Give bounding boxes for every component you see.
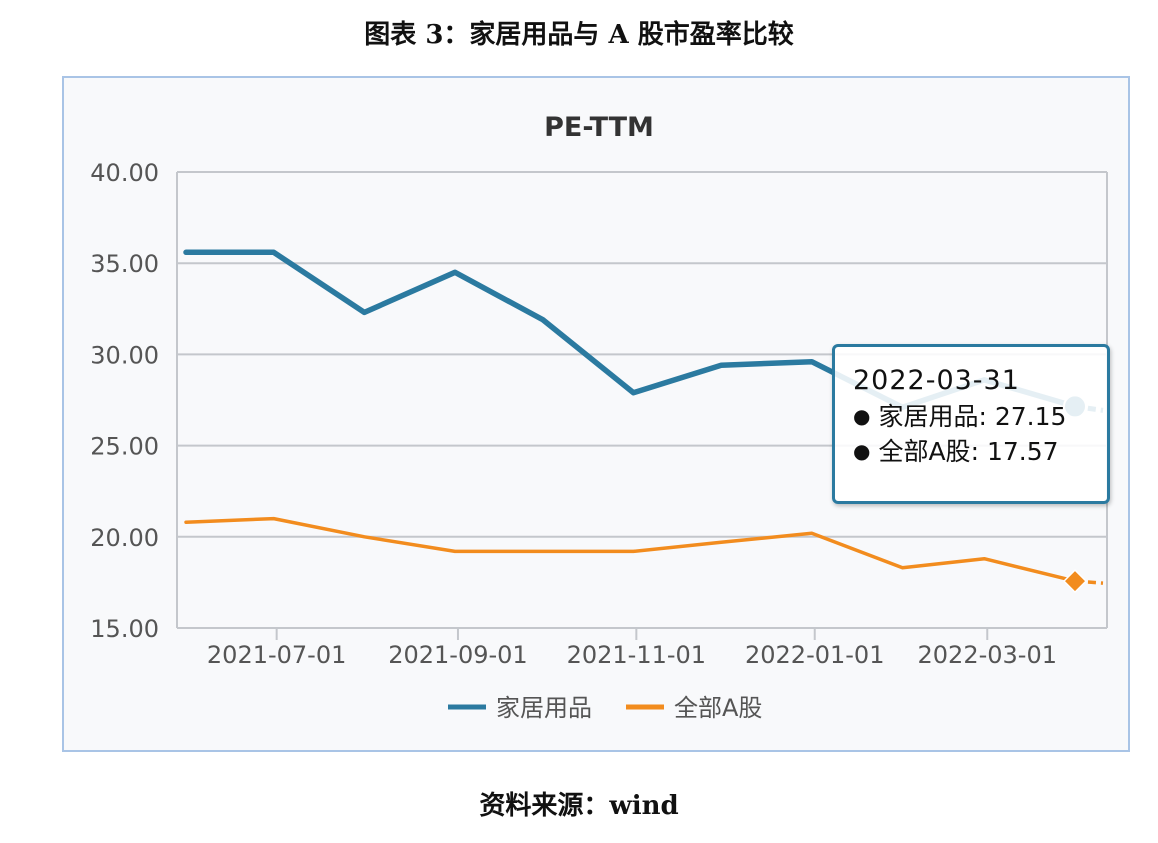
y-tick-label: 15.00 bbox=[90, 615, 159, 643]
tooltip-row-home-goods: ● 家居用品: 27.15 bbox=[853, 402, 1067, 431]
x-tick-label: 2021-11-01 bbox=[567, 641, 706, 669]
tooltip-series-name: 家居用品 bbox=[878, 402, 979, 431]
tooltip-series-value: 17.57 bbox=[986, 437, 1059, 466]
y-tick-label: 35.00 bbox=[90, 250, 159, 278]
y-tick-label: 30.00 bbox=[90, 341, 159, 369]
tooltip-row-all-a-shares: ● 全部A股: 17.57 bbox=[853, 437, 1059, 466]
gridlines bbox=[177, 171, 1107, 629]
y-tick-label: 40.00 bbox=[90, 159, 159, 187]
x-tick-label: 2022-01-01 bbox=[745, 641, 884, 669]
x-tick-label: 2021-09-01 bbox=[388, 641, 527, 669]
bullet-icon: ● bbox=[853, 439, 871, 463]
y-tick-label: 20.00 bbox=[90, 524, 159, 552]
legend-item-label: 全部A股 bbox=[674, 694, 762, 722]
series-line bbox=[184, 516, 1077, 583]
y-tick-label: 25.00 bbox=[90, 433, 159, 461]
figure-caption: 图表 3：家居用品与 A 股市盈率比较 bbox=[364, 20, 794, 50]
chart-title: PE-TTM bbox=[544, 112, 654, 143]
tooltip-date: 2022-03-31 bbox=[853, 365, 1020, 396]
legend[interactable]: 家居用品 全部A股 bbox=[448, 694, 762, 722]
pe-ttm-line-chart: PE-TTM 15.00 20.00 25.00 30.00 35.00 40.00 202… bbox=[90, 112, 1108, 722]
axes: 15.00 20.00 25.00 30.00 35.00 40.00 2021-07-01… bbox=[90, 159, 1108, 669]
source-note: 资料来源：wind bbox=[479, 791, 679, 821]
legend-item-label: 家居用品 bbox=[496, 694, 592, 722]
chart-panel: PE-TTM 15.00 20.00 25.00 30.00 35.00 40.00 202… bbox=[62, 76, 1130, 752]
x-tick-label: 2021-07-01 bbox=[207, 641, 346, 669]
x-tick-label: 2022-03-01 bbox=[918, 641, 1057, 669]
tooltip-series-value: 27.15 bbox=[994, 402, 1067, 431]
tooltip-series-name: 全部A股 bbox=[878, 437, 971, 466]
bullet-icon: ● bbox=[853, 404, 871, 428]
hover-tooltip: 2022-03-31 ● 家居用品: 27.15 ● 全部A股: 17.57 bbox=[832, 344, 1110, 504]
data-point-marker bbox=[1062, 569, 1088, 594]
